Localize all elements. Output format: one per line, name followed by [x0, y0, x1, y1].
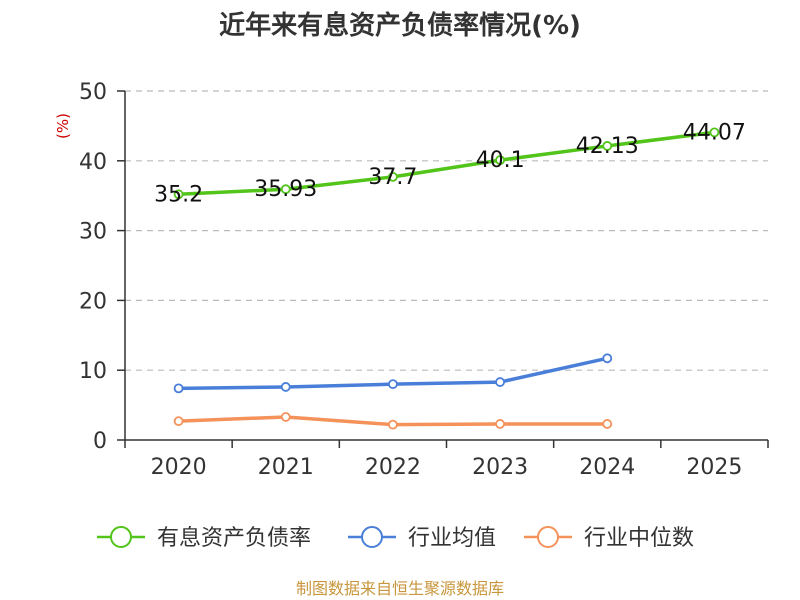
legend-item: 行业中位数: [524, 526, 694, 551]
data-point: [389, 421, 397, 429]
data-point: [389, 380, 397, 388]
chart-title: 近年来有息资产负债率情况(%): [219, 10, 581, 41]
y-tick-label: 40: [79, 150, 107, 175]
y-tick-label: 30: [79, 220, 107, 245]
data-point: [496, 420, 504, 428]
legend-marker-icon: [538, 527, 558, 547]
legend: 有息资产负债率 行业均值 行业中位数: [97, 526, 694, 551]
data-point: [603, 354, 611, 362]
y-tick-label: 20: [79, 289, 107, 314]
legend-item: 行业均值: [348, 526, 496, 551]
y-tick-label: 50: [79, 80, 107, 105]
x-tick-label: 2020: [151, 455, 207, 480]
legend-marker-icon: [362, 527, 382, 547]
data-label: 35.2: [154, 182, 203, 207]
data-point: [282, 383, 290, 391]
x-tick-label: 2021: [258, 455, 314, 480]
x-tick-label: 2025: [686, 455, 742, 480]
data-label: 37.7: [368, 165, 417, 190]
y-tick-label: 0: [93, 429, 107, 454]
x-tick-label: 2023: [472, 455, 528, 480]
series-lines: [175, 128, 719, 428]
legend-marker-icon: [111, 527, 131, 547]
x-tick-label: 2022: [365, 455, 421, 480]
data-point: [175, 417, 183, 425]
x-tick-label: 2024: [579, 455, 635, 480]
data-point: [496, 378, 504, 386]
data-labels: 35.2 35.93 37.7 40.1 42.13 44.07: [154, 120, 746, 207]
data-point: [175, 384, 183, 392]
data-label: 42.13: [576, 134, 639, 159]
grid-lines: [125, 91, 768, 370]
source-note: 制图数据来自恒生聚源数据库: [296, 579, 504, 598]
data-point: [282, 413, 290, 421]
y-axis-unit-label: (%): [54, 113, 72, 139]
data-point: [603, 420, 611, 428]
legend-item: 有息资产负债率: [97, 526, 311, 551]
data-label: 44.07: [683, 120, 746, 145]
data-label: 40.1: [476, 148, 525, 173]
y-tick-label: 10: [79, 359, 107, 384]
data-label: 35.93: [254, 177, 317, 202]
legend-label: 有息资产负债率: [157, 526, 311, 551]
legend-label: 行业中位数: [584, 526, 694, 551]
legend-label: 行业均值: [408, 526, 496, 551]
